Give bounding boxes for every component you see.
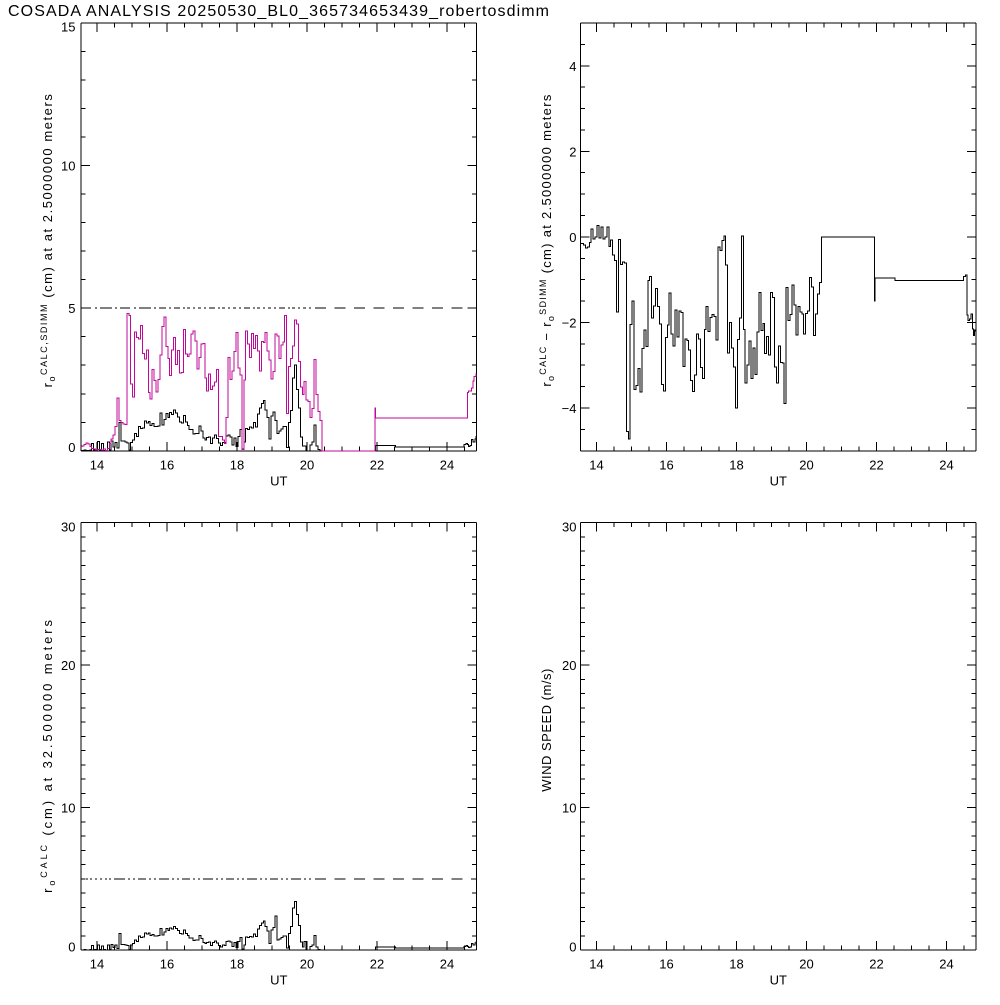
svg-text:UT: UT: [270, 474, 287, 489]
svg-text:14: 14: [90, 458, 104, 473]
svg-text:24: 24: [440, 458, 454, 473]
svg-text:COSADA ANALYSIS 20250530_BL0_3: COSADA ANALYSIS 20250530_BL0_36573465343…: [8, 3, 550, 20]
svg-text:roCALC − roSDIMM (cm) at 2.500: roCALC − roSDIMM (cm) at 2.5000000 meter…: [538, 93, 556, 386]
svg-text:14: 14: [589, 458, 603, 473]
svg-text:20: 20: [300, 458, 314, 473]
svg-text:30: 30: [61, 520, 75, 535]
svg-text:roCALC,SDIMM (cm) at at 2.500: roCALC,SDIMM (cm) at at 2.5000000 meters: [39, 93, 57, 388]
svg-text:10: 10: [61, 801, 75, 816]
svg-text:0: 0: [569, 230, 576, 245]
svg-text:22: 22: [869, 458, 883, 473]
svg-text:UT: UT: [770, 973, 787, 988]
svg-text:2: 2: [569, 144, 576, 159]
svg-text:24: 24: [440, 957, 454, 972]
svg-text:18: 18: [230, 957, 244, 972]
svg-text:20: 20: [562, 658, 576, 673]
svg-text:30: 30: [562, 520, 576, 535]
svg-text:20: 20: [799, 458, 813, 473]
svg-text:22: 22: [370, 957, 384, 972]
svg-text:16: 16: [659, 957, 673, 972]
svg-text:14: 14: [90, 957, 104, 972]
svg-text:roCALC (cm) at 32.500000 meter: roCALC (cm) at 32.500000 meters: [39, 617, 57, 893]
svg-text:24: 24: [939, 458, 953, 473]
svg-text:0: 0: [68, 440, 75, 455]
svg-text:24: 24: [939, 957, 953, 972]
svg-text:16: 16: [659, 458, 673, 473]
svg-text:14: 14: [589, 957, 603, 972]
svg-text:5: 5: [68, 301, 75, 316]
svg-text:20: 20: [61, 658, 75, 673]
svg-text:10: 10: [562, 801, 576, 816]
svg-text:UT: UT: [270, 973, 287, 988]
svg-text:16: 16: [160, 957, 174, 972]
svg-text:18: 18: [729, 458, 743, 473]
svg-text:22: 22: [869, 957, 883, 972]
svg-text:WIND SPEED (m/s): WIND SPEED (m/s): [539, 668, 554, 792]
svg-text:0: 0: [569, 940, 576, 955]
svg-text:15: 15: [61, 20, 75, 35]
svg-text:−2: −2: [562, 315, 577, 330]
svg-text:22: 22: [370, 458, 384, 473]
svg-text:4: 4: [569, 59, 576, 74]
svg-text:18: 18: [729, 957, 743, 972]
svg-text:18: 18: [230, 458, 244, 473]
svg-text:−4: −4: [562, 401, 577, 416]
svg-text:20: 20: [799, 957, 813, 972]
svg-text:UT: UT: [770, 474, 787, 489]
svg-text:20: 20: [300, 957, 314, 972]
svg-text:16: 16: [160, 458, 174, 473]
svg-text:0: 0: [68, 940, 75, 955]
svg-text:10: 10: [61, 159, 75, 174]
